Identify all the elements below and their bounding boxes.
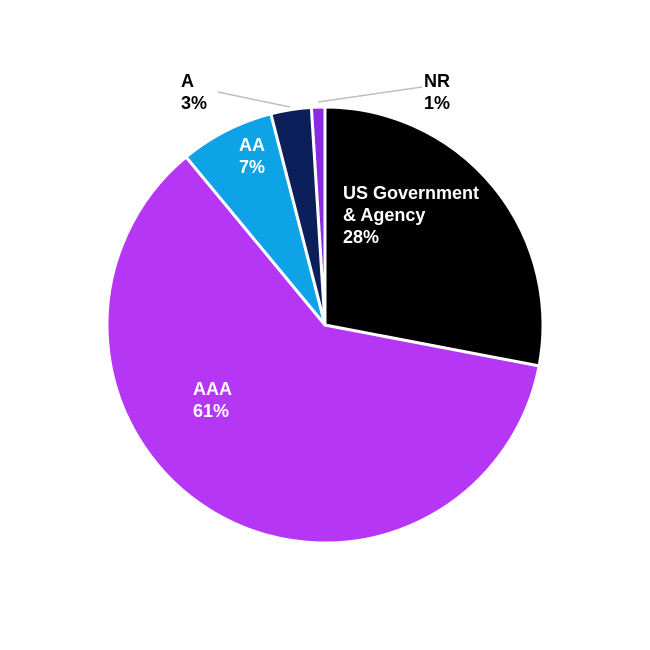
category-label: AA (239, 135, 265, 155)
category-label: NR (424, 71, 450, 91)
leader-line (217, 91, 291, 108)
category-label: US Government & Agency (343, 183, 480, 225)
value-label: 3% (181, 93, 208, 113)
slice-label: A 3% (181, 70, 221, 114)
category-label: A (181, 71, 194, 91)
slice-label: AAA 61% (193, 378, 293, 422)
pie-slice (105, 155, 541, 545)
category-label: AAA (193, 379, 232, 399)
value-label: 1% (424, 93, 451, 113)
slice-label: AA 7% (239, 134, 299, 178)
leader-line (317, 86, 423, 103)
value-label: 28% (343, 227, 380, 247)
value-label: 61% (193, 401, 230, 421)
slice-label: US Government & Agency 28% (343, 182, 483, 248)
value-label: 7% (239, 157, 266, 177)
pie-slice (323, 105, 545, 368)
slice-label: NR 1% (424, 70, 464, 114)
